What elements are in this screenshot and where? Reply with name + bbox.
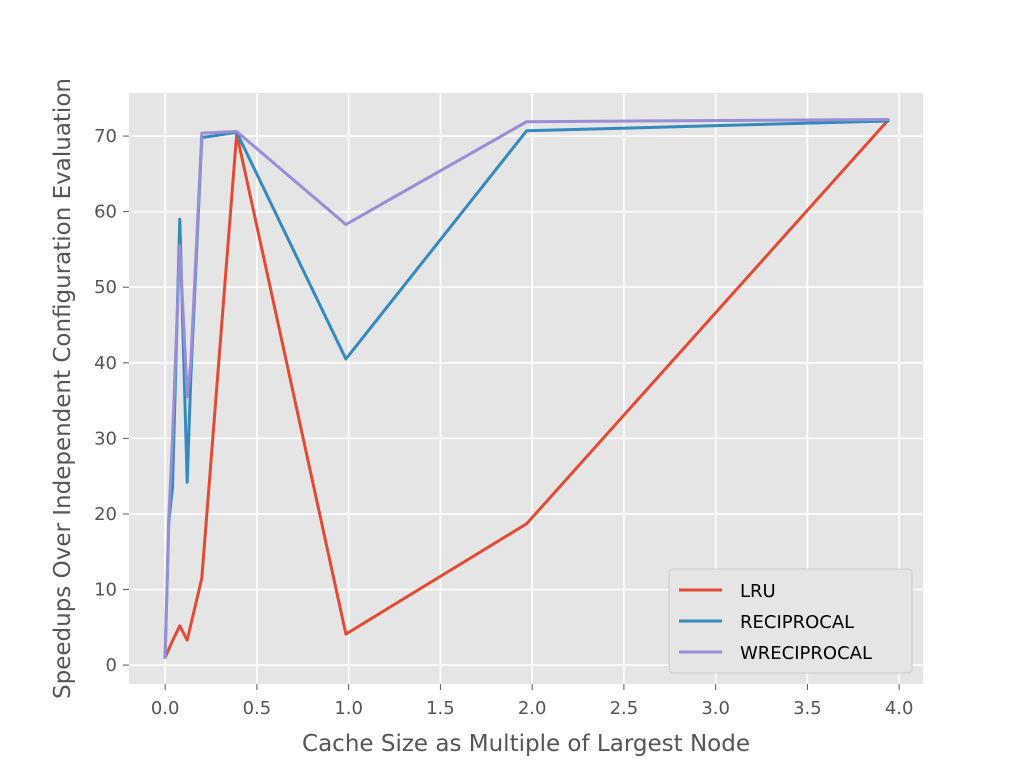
legend-label-wreciprocal: WRECIPROCAL <box>740 643 872 664</box>
x-axis-ticks: 0.0 0.5 1.0 1.5 2.0 2.5 3.0 3.5 4.0 <box>151 684 914 719</box>
series-line-lru <box>163 118 890 659</box>
legend-frame <box>668 568 913 674</box>
y-tick-label: 40 <box>94 353 117 374</box>
x-tick-label: 0.5 <box>243 698 272 719</box>
y-tick-label: 30 <box>94 428 117 449</box>
x-tick-label: 2.5 <box>610 698 639 719</box>
y-tick-label: 60 <box>94 202 117 223</box>
y-tick-label: 70 <box>94 126 117 147</box>
y-tick-label: 50 <box>94 277 117 298</box>
x-tick-label: 1.0 <box>334 698 363 719</box>
y-axis-label: Speedups Over Independent Configuration … <box>50 78 76 699</box>
x-tick-label: 4.0 <box>885 698 914 719</box>
legend: LRU RECIPROCAL WRECIPROCAL <box>668 568 913 674</box>
legend-label-lru: LRU <box>740 581 776 602</box>
x-tick-label: 2.0 <box>518 698 547 719</box>
x-tick-label: 3.5 <box>793 698 822 719</box>
series-line-reciprocal <box>163 119 890 659</box>
x-tick-label: 3.0 <box>701 698 730 719</box>
series-lines <box>163 118 890 659</box>
series-line-wreciprocal <box>163 118 890 659</box>
y-tick-label: 10 <box>94 580 117 601</box>
x-axis-label: Cache Size as Multiple of Largest Node <box>302 731 750 757</box>
legend-label-reciprocal: RECIPROCAL <box>740 612 854 633</box>
x-tick-label: 0.0 <box>151 698 180 719</box>
y-axis-ticks: 0 10 20 30 40 50 60 70 <box>94 126 129 676</box>
y-tick-label: 20 <box>94 504 117 525</box>
x-tick-label: 1.5 <box>426 698 455 719</box>
y-tick-label: 0 <box>106 655 117 676</box>
